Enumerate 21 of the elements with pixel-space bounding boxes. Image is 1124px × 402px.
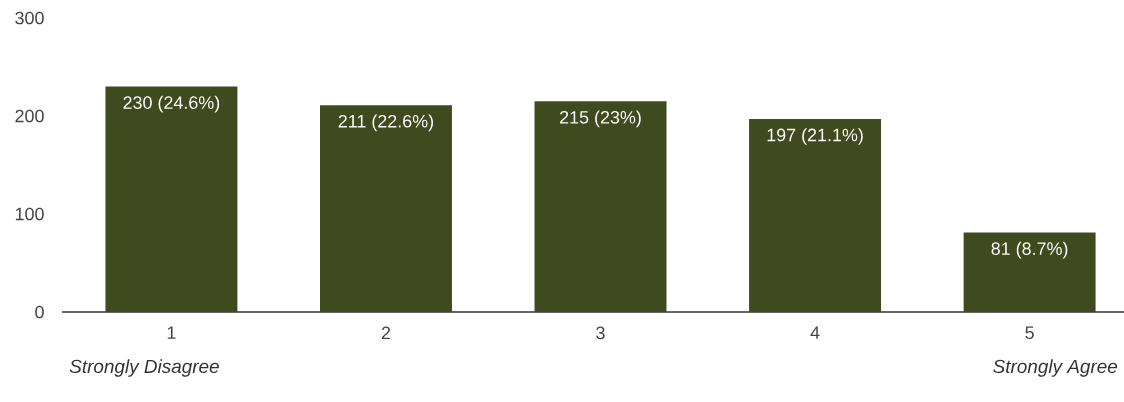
y-tick-label: 100 (15, 207, 44, 221)
text: Strongly Disagree (69, 359, 219, 377)
bar (963, 232, 1096, 312)
x-tick-label: 2 (381, 326, 391, 340)
bar (319, 105, 452, 312)
bar (105, 86, 238, 312)
data-label: 81 (8.7%) (991, 241, 1068, 259)
data-label: 211 (22.6%) (338, 114, 433, 132)
x-tick-label: 4 (810, 326, 820, 339)
x-tick-label: 3 (596, 326, 605, 340)
data-label: 230 (24.6%) (123, 95, 220, 113)
x-tick-label: 5 (1025, 326, 1034, 340)
y-tick-label: 0 (35, 305, 44, 319)
text: Strongly Agree (993, 359, 1118, 377)
bar (749, 118, 882, 312)
x-tick-label: 1 (167, 326, 176, 339)
data-label: 197 (21.1%) (767, 128, 863, 145)
data-label: 215 (23%) (560, 110, 641, 128)
y-tick-label: 300 (15, 11, 44, 25)
y-tick-label: 200 (15, 109, 44, 123)
bar (534, 101, 667, 312)
